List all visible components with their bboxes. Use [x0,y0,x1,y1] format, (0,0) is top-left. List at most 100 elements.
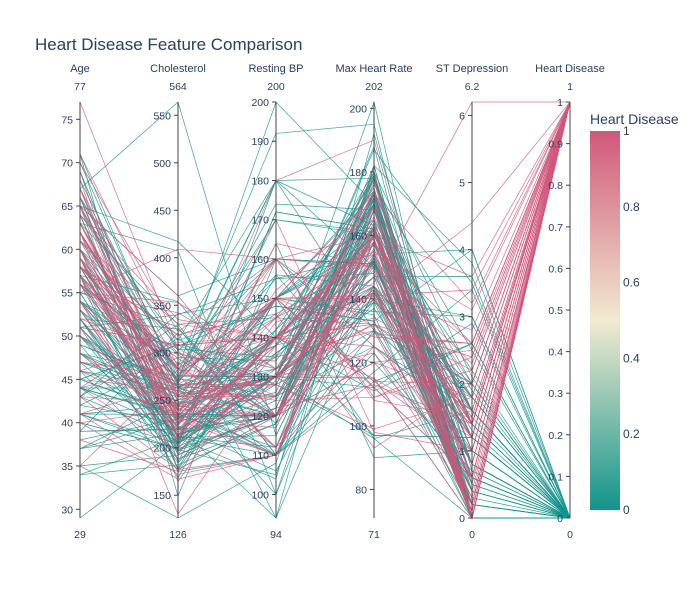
axis-max-heart-rate[interactable]: Max Heart Rate 202 71 80 100 120 140 160 180 200 [335,63,412,541]
colorbar-tick-label: 0.4 [623,351,640,365]
axis-st-depression[interactable]: ST Depression 6.2 00 1 2 3 4 5 6 [436,63,509,541]
axis-max-label: 202 [365,81,383,93]
tick-label: 0 [459,513,465,525]
axis-cholesterol[interactable]: Cholesterol 564 126 150 200 250 300 350 400 450 50… [150,63,206,541]
axis-min-label: 94 [270,529,282,541]
tick-label: 80 [355,484,367,496]
tick-label: 130 [251,372,269,384]
tick-label: 200 [153,443,171,455]
record-line [79,180,571,519]
record-line [79,101,571,398]
tick-label: 30 [61,504,73,516]
tick-label: 120 [349,357,367,369]
axis-min-label: 0 [469,529,475,541]
axis-min-label: 126 [169,529,187,541]
tick-label: 100 [349,421,367,433]
axis-heart-disease[interactable]: Heart Disease 1 00 0.1 0.2 0.3 0.4 0.5 0.6 0.7 0.8… [535,63,605,541]
tick-label: 180 [349,167,367,179]
tick-label: 350 [153,300,171,312]
tick-label: 1 [557,97,563,109]
tick-label: 75 [61,114,73,126]
record-line [79,101,571,520]
record-line [79,101,571,493]
tick-label: 160 [349,230,367,242]
axis-title: Heart Disease [535,63,605,75]
tick-label: 45 [61,374,73,386]
record-line [79,101,571,471]
tick-label: 160 [251,254,269,266]
record-line [79,101,571,513]
tick-label: 40 [61,418,73,430]
tick-label: 70 [61,158,73,170]
record-line [79,101,571,452]
axis-title: Resting BP [248,63,303,75]
record-line [79,101,571,479]
axis-resting-bp[interactable]: Resting BP 200 94 100 110 120 130 140 150 160 170 1… [248,63,303,541]
axis-max-label: 77 [74,81,86,93]
tick-label: 0.6 [548,263,563,275]
chart-title: Heart Disease Feature Comparison [35,35,302,54]
tick-label: 0.8 [548,180,563,192]
tick-label: 100 [251,489,269,501]
tick-label: 190 [251,136,269,148]
record-line [79,101,571,446]
axis-age[interactable]: Age 77 29 30 35 40 45 50 55 60 65 70 75 [61,63,89,541]
record-line [79,101,571,506]
colorbar-gradient [590,131,620,510]
tick-label: 4 [459,245,465,257]
tick-label: 0.3 [548,388,563,400]
record-line [79,101,571,426]
tick-label: 140 [251,332,269,344]
tick-label: 0 [557,513,563,525]
tick-label: 0.4 [548,347,563,359]
tick-label: 35 [61,461,73,473]
axes: Age772930354045505560657075Cholesterol56… [61,63,605,541]
tick-label: 200 [251,97,269,109]
tick-label: 180 [251,175,269,187]
tick-label: 300 [153,348,171,360]
record-line [79,101,571,486]
axis-max-label: 564 [169,81,187,93]
record-line [79,193,571,519]
colorbar-tick-label: 0 [623,503,630,517]
tick-label: 150 [153,490,171,502]
tick-label: 0.5 [548,305,563,317]
tick-label: 200 [349,103,367,115]
axis-title: Cholesterol [150,63,206,75]
record-line [79,101,571,466]
tick-label: 3 [459,312,465,324]
data-lines [79,100,571,520]
record-line [79,171,571,519]
tick-label: 0.1 [548,471,563,483]
tick-label: 5 [459,178,465,190]
tick-label: 50 [61,331,73,343]
colorbar: Heart Disease 0 0.2 0.4 0.6 0.8 1 [590,111,679,517]
tick-label: 0.2 [548,430,563,442]
axis-title: Max Heart Rate [335,63,412,75]
axis-title: ST Depression [436,63,509,75]
tick-label: 250 [153,395,171,407]
axis-min-label: 29 [74,529,86,541]
tick-label: 550 [153,110,171,122]
record-line [79,101,571,430]
colorbar-title: Heart Disease [590,111,679,127]
tick-label: 2 [459,379,465,391]
record-line [79,101,571,397]
axis-max-label: 6.2 [465,81,480,93]
record-line [79,101,571,456]
record-line [79,101,571,412]
tick-label: 55 [61,288,73,300]
tick-label: 0.9 [548,139,563,151]
tick-label: 0.7 [548,222,563,234]
record-line [79,101,571,336]
record-line [79,289,571,519]
axis-min-label: 0 [567,529,573,541]
record-line [79,101,571,429]
axis-min-label: 71 [368,529,380,541]
colorbar-tick-label: 0.8 [623,200,640,214]
tick-label: 1 [459,446,465,458]
tick-label: 60 [61,244,73,256]
tick-label: 400 [153,253,171,265]
